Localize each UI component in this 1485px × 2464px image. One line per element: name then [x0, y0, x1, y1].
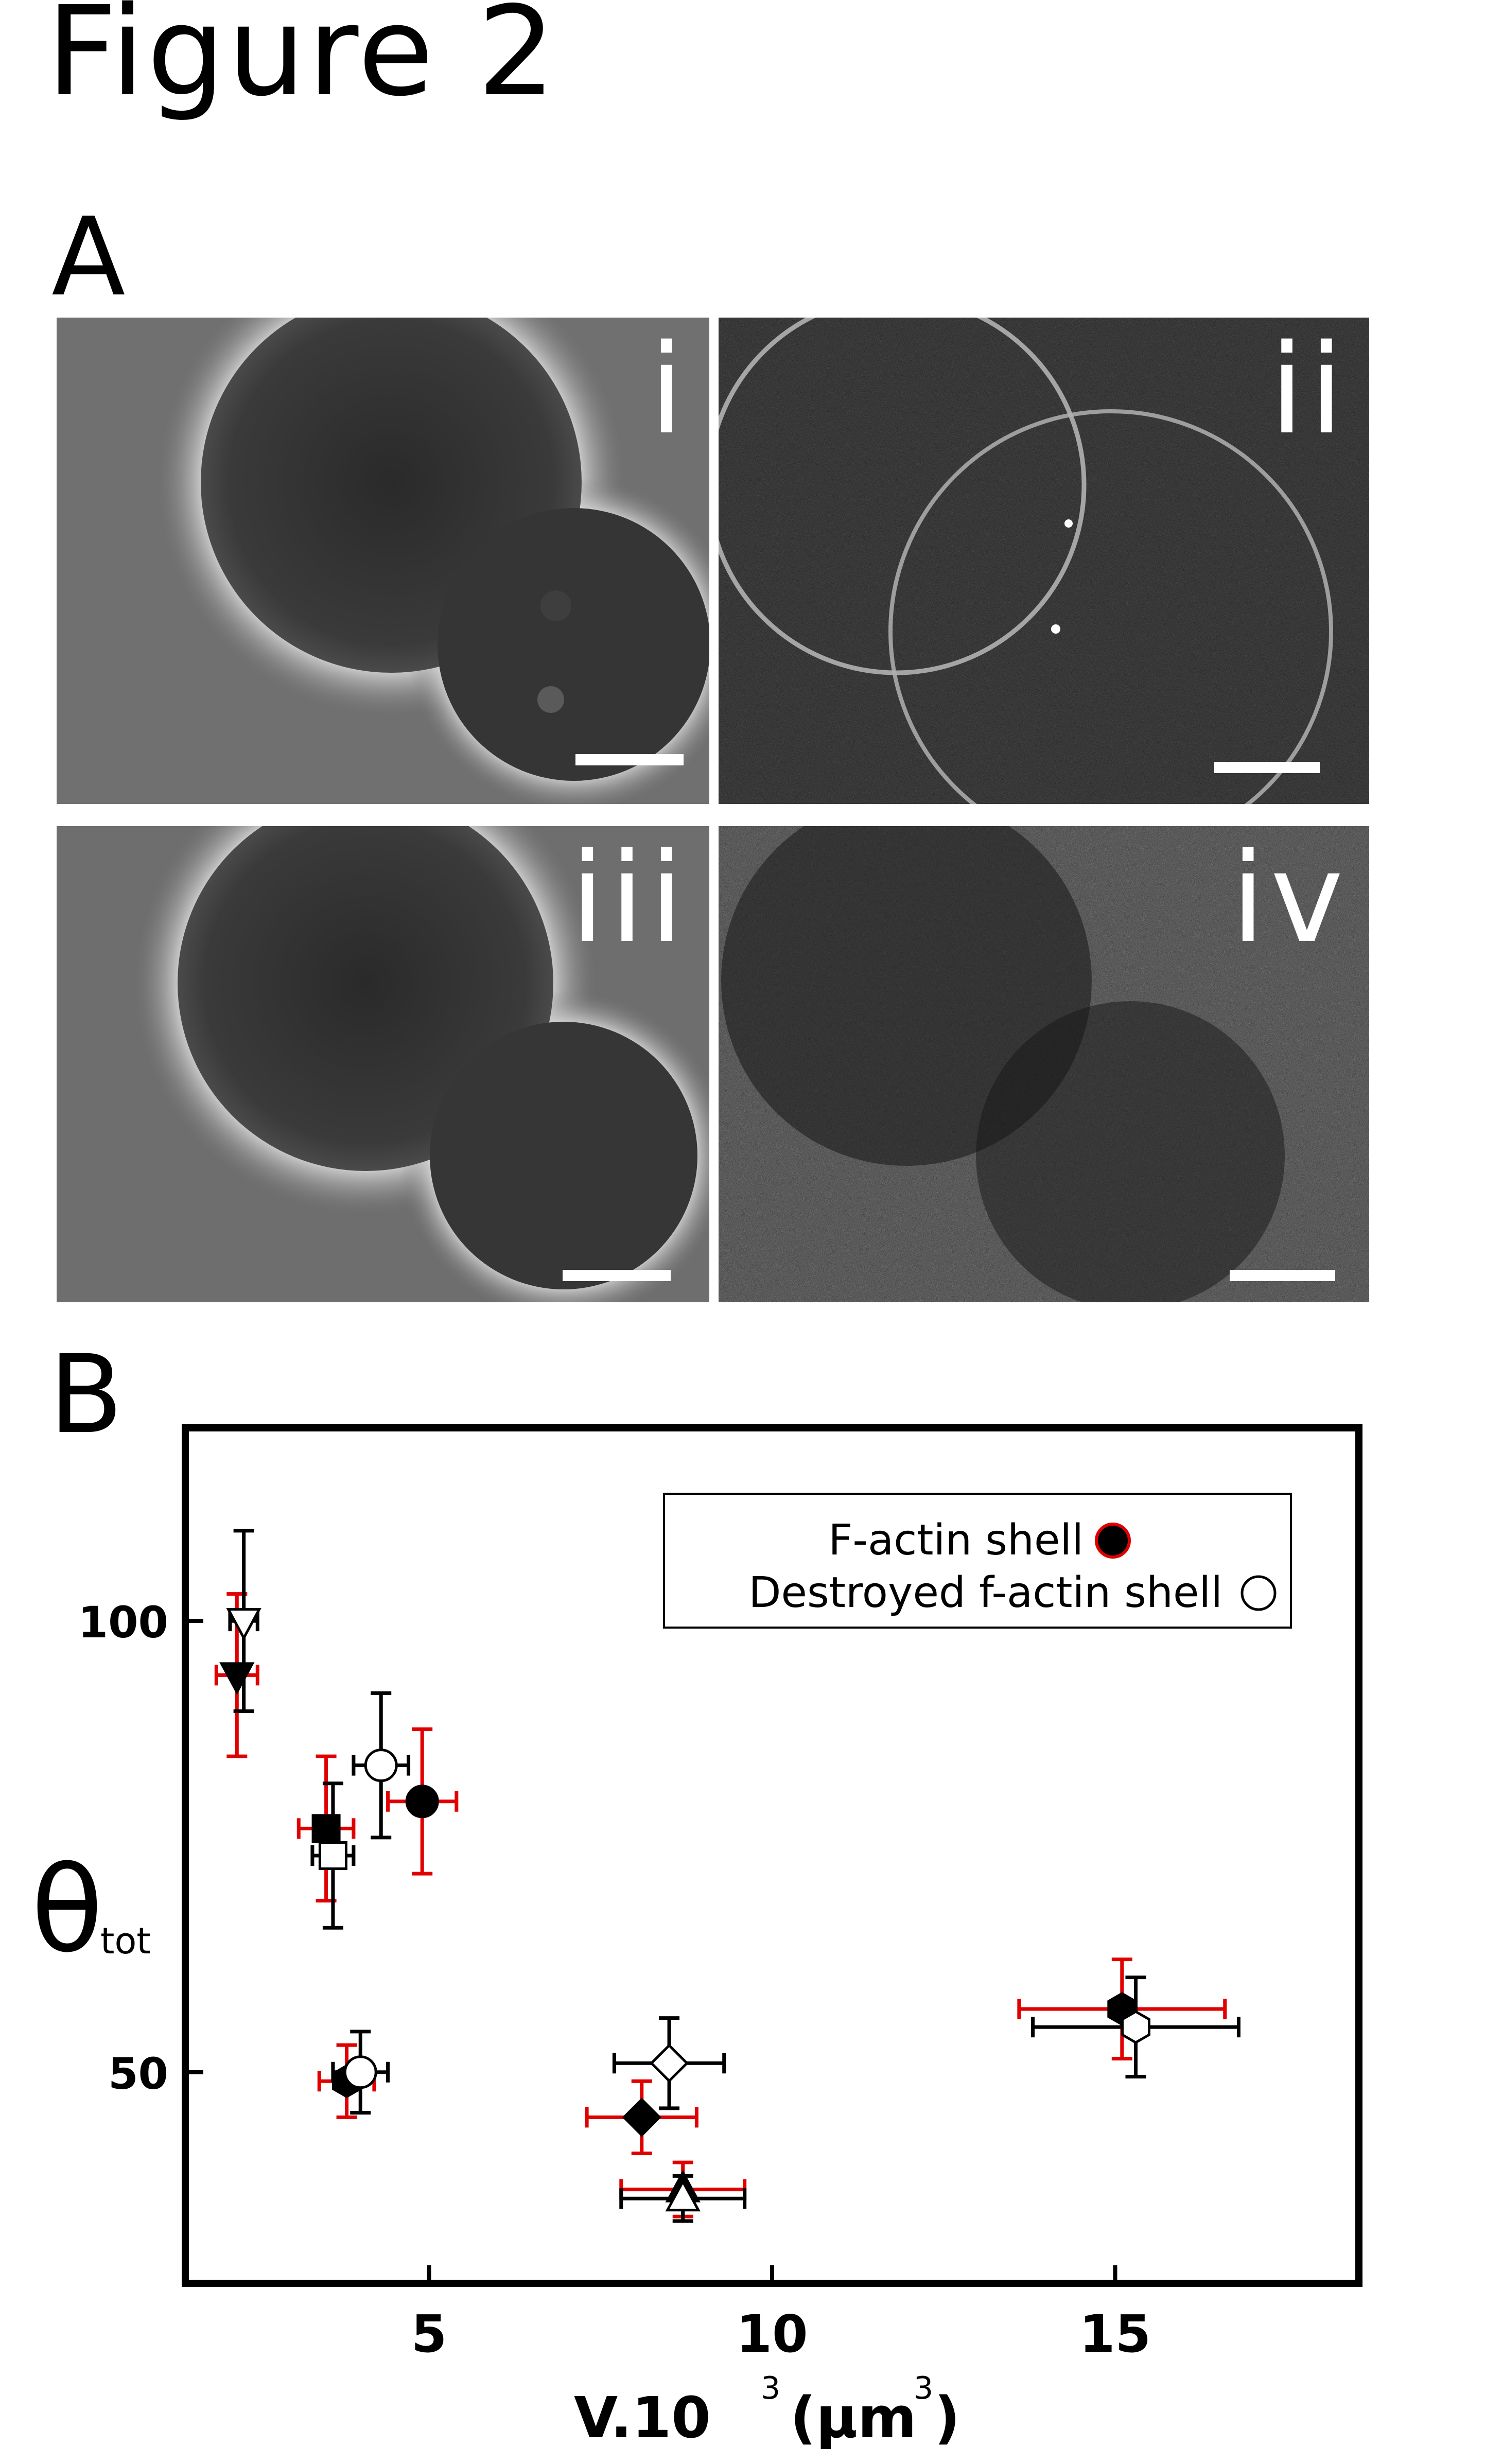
y-tick-label-100: 100 — [78, 1597, 168, 1648]
x-axis-label-close: ) — [934, 2385, 960, 2451]
micrograph-iii-label: iii — [570, 826, 689, 970]
chart-svg: 5 10 15 50 100 F-actin shell Destroyed f-act… — [31, 1424, 1362, 2451]
series0-point0-marker — [219, 1662, 255, 1695]
micrograph-iv-image — [719, 826, 1369, 1302]
scale-bar-iii — [563, 1270, 671, 1281]
x-axis-label-sup: 3 — [761, 2370, 780, 2406]
error-bars — [214, 1529, 1241, 2223]
legend-box — [663, 1493, 1292, 1629]
series0-point2-marker — [405, 1785, 439, 1819]
data-markers — [219, 1608, 1150, 2212]
series1-point5-marker — [665, 2178, 701, 2212]
x-axis-label-unit: (µm — [790, 2385, 917, 2451]
legend-marker-f-actin — [1095, 1523, 1131, 1559]
plot-frame — [182, 1424, 1362, 2287]
x-axis-label-unit-sup: 3 — [914, 2370, 933, 2406]
panel-a-letter: A — [51, 194, 126, 320]
series0-point1-marker — [311, 1814, 341, 1843]
x-axis-label: V.10 3 (µm 3 ) — [574, 2370, 960, 2451]
micrograph-i: i — [57, 318, 709, 804]
y-tick-label-50: 50 — [108, 2049, 168, 2099]
series1-point0-marker — [226, 1608, 261, 1641]
scale-bar-iv — [1230, 1270, 1335, 1281]
legend-label-f-actin: F-actin shell — [828, 1516, 1084, 1565]
series1-point6-marker — [1121, 2010, 1150, 2044]
figure-title: Figure 2 — [46, 0, 558, 124]
micrograph-iii-image — [57, 826, 709, 1302]
micrograph-iv-label: iv — [1231, 826, 1349, 970]
y-axis-label: θ — [31, 1842, 103, 1979]
x-tick-label-5: 5 — [411, 2304, 447, 2364]
series1-point3-marker — [343, 2055, 377, 2089]
micrograph-iv: iv — [719, 826, 1369, 1302]
chart-panel-b: 5 10 15 50 100 F-actin shell Destroyed f-act… — [0, 1338, 1485, 2462]
panel-b-letter: B — [49, 1332, 124, 1458]
y-axis-label-sub: tot — [100, 1920, 151, 1962]
series0-point4-marker — [622, 2098, 661, 2137]
series1-point1-marker — [318, 1841, 347, 1870]
x-tick-label-10: 10 — [736, 2304, 808, 2364]
micrograph-ii-image — [719, 318, 1369, 804]
micrograph-ii-label: ii — [1269, 318, 1349, 462]
micrograph-iii: iii — [57, 826, 709, 1302]
axis-ticks: 5 10 15 50 100 — [78, 1597, 1151, 2364]
micrograph-i-image — [57, 318, 709, 804]
x-axis-label-main: V.10 — [574, 2385, 711, 2451]
x-tick-label-15: 15 — [1079, 2304, 1151, 2364]
legend-label-destroyed: Destroyed f-actin shell — [748, 1568, 1222, 1617]
scale-bar-i — [575, 754, 684, 765]
micrograph-ii: ii — [719, 318, 1369, 804]
scale-bar-ii — [1214, 762, 1320, 773]
series1-point2-marker — [364, 1749, 398, 1783]
micrograph-i-label: i — [649, 318, 689, 462]
legend: F-actin shell Destroyed f-actin shell — [663, 1493, 1292, 1629]
series1-point4-marker — [650, 2043, 689, 2083]
legend-marker-destroyed — [1241, 1575, 1277, 1611]
